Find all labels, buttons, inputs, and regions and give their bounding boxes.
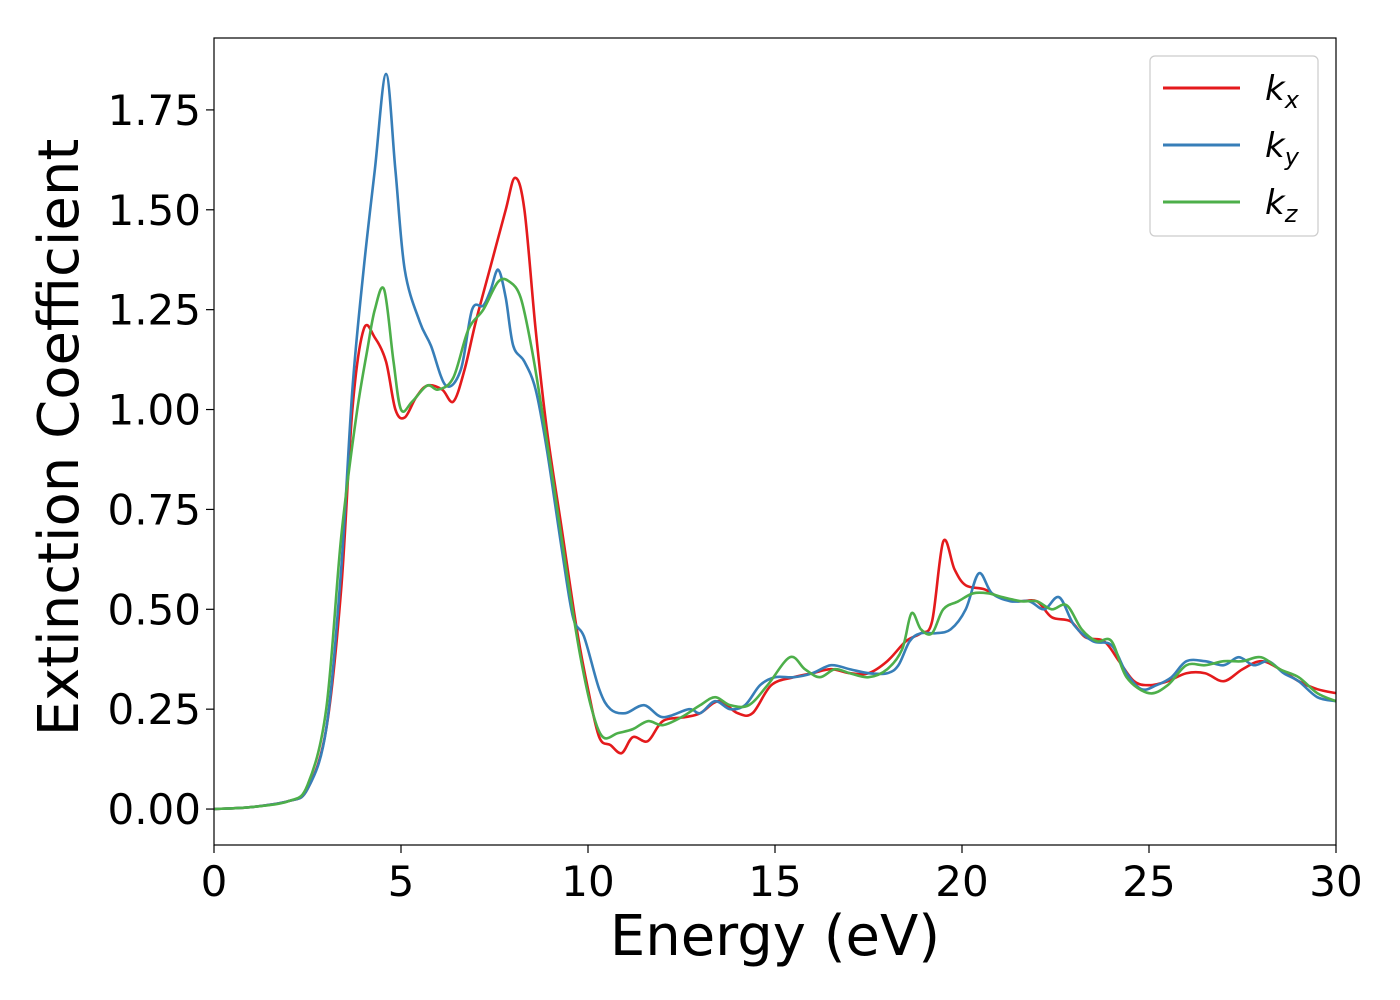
legend-label-kx: kx (1265, 69, 1300, 114)
legend-label-subscript: x (1284, 86, 1300, 114)
legend-label-subscript: y (1284, 143, 1300, 171)
plot-area (214, 72, 1336, 811)
x-tick-label: 25 (1122, 857, 1175, 906)
series-line-kz (214, 277, 1336, 811)
y-tick-label: 1.00 (107, 386, 201, 435)
legend-label-base: k (1265, 126, 1286, 166)
y-tick-label: 0.25 (107, 685, 201, 734)
legend-label-subscript: z (1284, 200, 1299, 228)
legend-label-base: k (1265, 69, 1286, 109)
legend-label-kz: kz (1265, 183, 1299, 228)
series-line-ky (214, 72, 1336, 811)
y-tick-label: 0.50 (107, 585, 201, 634)
x-axis-label: Energy (eV) (610, 904, 940, 969)
y-axis: 0.00 0.25 0.50 0.75 1.00 1.25 1.50 1.75 (107, 86, 214, 834)
legend-label-ky: ky (1265, 126, 1300, 171)
y-axis-label: Extinction Coefficient (27, 139, 92, 737)
y-tick-label: 1.50 (107, 186, 201, 235)
x-tick-label: 0 (201, 857, 228, 906)
x-tick-label: 30 (1309, 857, 1362, 906)
x-tick-label: 5 (388, 857, 415, 906)
y-tick-label: 1.25 (107, 286, 201, 335)
legend-label-base: k (1265, 183, 1286, 223)
x-tick-label: 20 (935, 857, 988, 906)
x-tick-label: 15 (748, 857, 801, 906)
x-axis: 0 5 10 15 20 25 30 (201, 845, 1363, 906)
x-tick-label: 10 (561, 857, 614, 906)
y-tick-label: 1.75 (107, 86, 201, 135)
y-tick-label: 0.75 (107, 485, 201, 534)
y-tick-label: 0.00 (107, 785, 201, 834)
